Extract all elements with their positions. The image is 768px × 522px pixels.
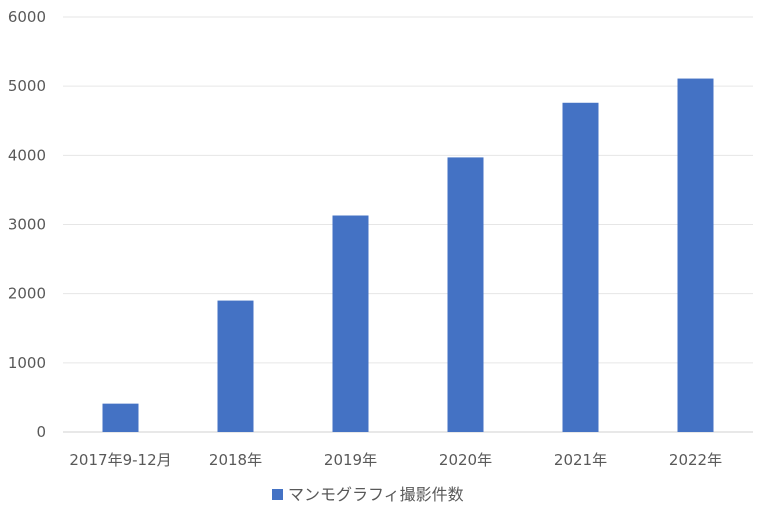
y-tick-label: 1000 bbox=[8, 354, 46, 372]
y-tick-label: 5000 bbox=[8, 77, 46, 95]
bar bbox=[562, 102, 599, 433]
y-axis-ticks: 0 1000 2000 3000 4000 5000 6000 bbox=[8, 8, 46, 441]
y-tick-label: 2000 bbox=[8, 285, 46, 303]
bar bbox=[217, 300, 254, 432]
x-tick-label: 2020年 bbox=[439, 451, 492, 469]
x-tick-label: 2017年9-12月 bbox=[69, 451, 171, 469]
x-tick-label: 2021年 bbox=[554, 451, 607, 469]
legend-swatch bbox=[272, 489, 283, 500]
bar bbox=[447, 157, 484, 433]
y-tick-label: 0 bbox=[36, 423, 46, 441]
x-tick-label: 2018年 bbox=[209, 451, 262, 469]
legend-label: マンモグラフィ撮影件数 bbox=[288, 485, 464, 504]
gridlines bbox=[63, 16, 753, 433]
bar bbox=[332, 215, 369, 432]
bars bbox=[102, 78, 714, 433]
x-tick-label: 2022年 bbox=[669, 451, 722, 469]
y-tick-label: 3000 bbox=[8, 216, 46, 234]
y-tick-label: 4000 bbox=[8, 146, 46, 164]
legend: マンモグラフィ撮影件数 bbox=[272, 485, 464, 504]
y-tick-label: 6000 bbox=[8, 8, 46, 26]
x-tick-label: 2019年 bbox=[324, 451, 377, 469]
x-axis-ticks: 2017年9-12月 2018年 2019年 2020年 2021年 2022年 bbox=[69, 451, 722, 469]
bar bbox=[102, 403, 139, 432]
bar bbox=[677, 78, 714, 432]
